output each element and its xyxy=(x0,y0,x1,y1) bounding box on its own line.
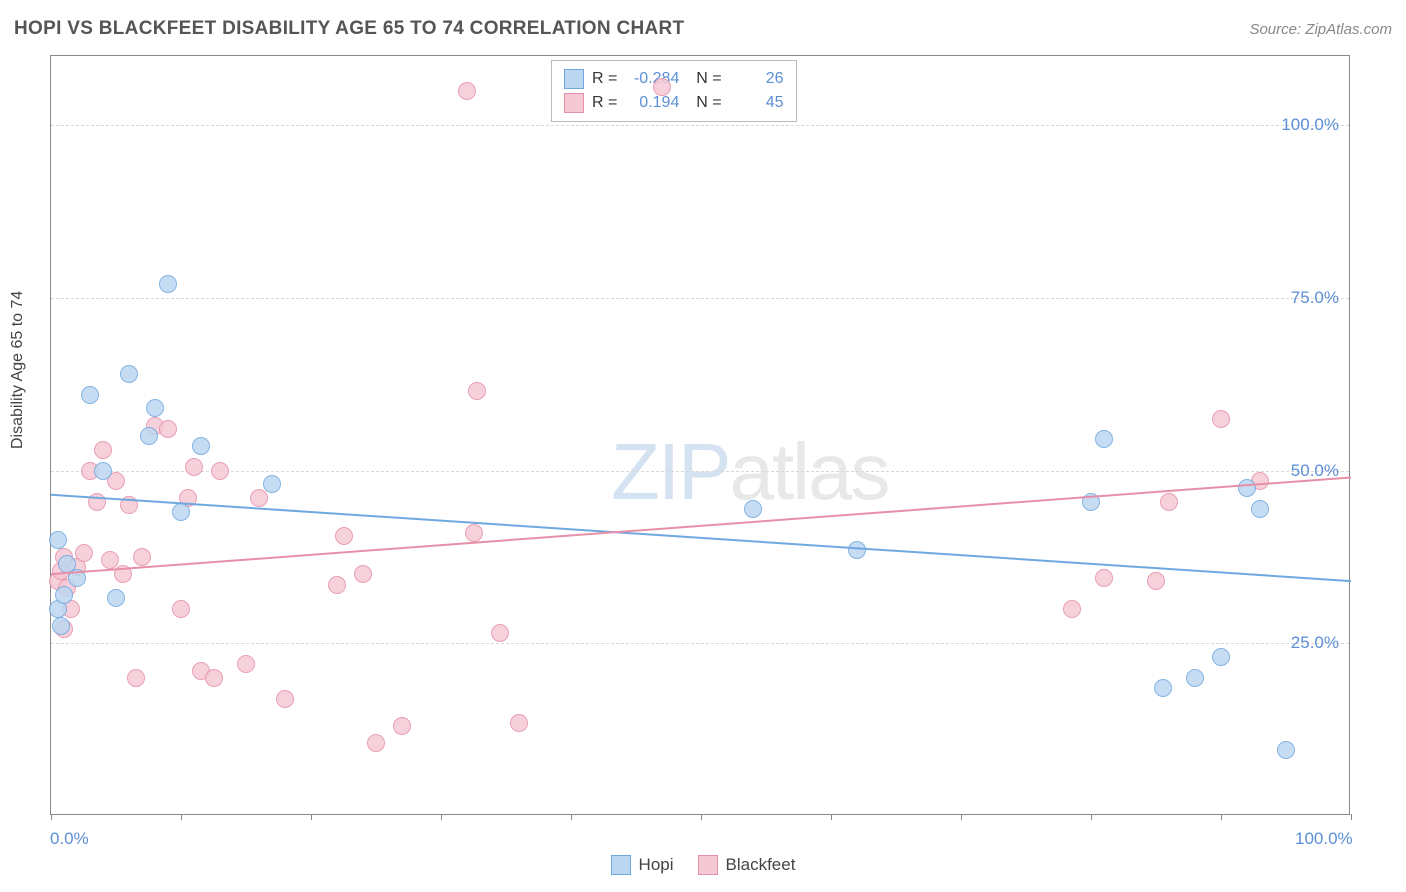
hopi-point xyxy=(52,617,70,635)
blackfeet-swatch xyxy=(564,93,584,113)
blackfeet-point xyxy=(1063,600,1081,618)
hopi-point xyxy=(1082,493,1100,511)
hopi-point xyxy=(1095,430,1113,448)
hopi-point xyxy=(159,275,177,293)
blackfeet-point xyxy=(1095,569,1113,587)
x-tick xyxy=(51,814,52,820)
gridline xyxy=(51,471,1349,472)
hopi-point xyxy=(55,586,73,604)
blackfeet-point xyxy=(114,565,132,583)
x-tick xyxy=(701,814,702,820)
x-tick xyxy=(1221,814,1222,820)
legend-item: Blackfeet xyxy=(698,855,796,875)
blackfeet-point xyxy=(159,420,177,438)
y-tick-label: 100.0% xyxy=(1281,115,1339,135)
hopi-point xyxy=(140,427,158,445)
hopi-point xyxy=(120,365,138,383)
blackfeet-point xyxy=(211,462,229,480)
blackfeet-point xyxy=(468,382,486,400)
legend-row-blackfeet: R = 0.194 N = 45 xyxy=(564,91,784,115)
blackfeet-point xyxy=(393,717,411,735)
x-tick xyxy=(961,814,962,820)
blackfeet-point xyxy=(354,565,372,583)
hopi-point xyxy=(1277,741,1295,759)
gridline xyxy=(51,298,1349,299)
source-label: Source: ZipAtlas.com xyxy=(1249,21,1392,38)
blackfeet-point xyxy=(465,524,483,542)
blackfeet-point xyxy=(75,544,93,562)
blackfeet-point xyxy=(367,734,385,752)
blackfeet-point xyxy=(94,441,112,459)
hopi-point xyxy=(146,399,164,417)
y-axis-label: Disability Age 65 to 74 xyxy=(9,291,27,449)
scatter-chart: ZIPatlas R = -0.284 N = 26 R = 0.194 N =… xyxy=(50,55,1350,815)
legend-label: Hopi xyxy=(639,855,674,875)
x-tick xyxy=(311,814,312,820)
hopi-trendline xyxy=(51,56,1351,816)
blackfeet-point xyxy=(335,527,353,545)
series-legend: Hopi Blackfeet xyxy=(0,855,1406,880)
blackfeet-trendline xyxy=(51,56,1351,816)
y-tick-label: 50.0% xyxy=(1291,461,1339,481)
legend-label: Blackfeet xyxy=(726,855,796,875)
legend-item: Hopi xyxy=(611,855,674,875)
hopi-point xyxy=(744,500,762,518)
hopi-point xyxy=(68,569,86,587)
x-tick-label: 0.0% xyxy=(50,829,89,849)
blackfeet-point xyxy=(185,458,203,476)
chart-title: HOPI VS BLACKFEET DISABILITY AGE 65 TO 7… xyxy=(14,18,684,40)
blackfeet-point xyxy=(120,496,138,514)
gridline xyxy=(51,643,1349,644)
x-tick xyxy=(1091,814,1092,820)
hopi-point xyxy=(81,386,99,404)
x-tick-label: 100.0% xyxy=(1295,829,1353,849)
legend-swatch xyxy=(698,855,718,875)
blackfeet-point xyxy=(1212,410,1230,428)
legend-swatch xyxy=(611,855,631,875)
hopi-swatch xyxy=(564,69,584,89)
blackfeet-point xyxy=(328,576,346,594)
hopi-point xyxy=(107,589,125,607)
blackfeet-point xyxy=(250,489,268,507)
hopi-point xyxy=(192,437,210,455)
blackfeet-point xyxy=(276,690,294,708)
blackfeet-point xyxy=(205,669,223,687)
hopi-point xyxy=(49,531,67,549)
blackfeet-point xyxy=(127,669,145,687)
hopi-point xyxy=(94,462,112,480)
hopi-point xyxy=(1238,479,1256,497)
blackfeet-point xyxy=(1160,493,1178,511)
hopi-point xyxy=(848,541,866,559)
blackfeet-point xyxy=(458,82,476,100)
hopi-point xyxy=(1212,648,1230,666)
x-tick xyxy=(181,814,182,820)
blackfeet-point xyxy=(491,624,509,642)
hopi-point xyxy=(1251,500,1269,518)
blackfeet-point xyxy=(653,78,671,96)
blackfeet-point xyxy=(133,548,151,566)
blackfeet-point xyxy=(88,493,106,511)
y-tick-label: 25.0% xyxy=(1291,633,1339,653)
blackfeet-point xyxy=(1147,572,1165,590)
hopi-point xyxy=(172,503,190,521)
x-tick xyxy=(1351,814,1352,820)
legend-row-hopi: R = -0.284 N = 26 xyxy=(564,67,784,91)
hopi-point xyxy=(1154,679,1172,697)
y-tick-label: 75.0% xyxy=(1291,288,1339,308)
x-tick xyxy=(571,814,572,820)
x-tick xyxy=(441,814,442,820)
x-tick xyxy=(831,814,832,820)
blackfeet-point xyxy=(510,714,528,732)
blackfeet-point xyxy=(172,600,190,618)
correlation-legend: R = -0.284 N = 26 R = 0.194 N = 45 xyxy=(551,60,797,122)
blackfeet-point xyxy=(237,655,255,673)
gridline xyxy=(51,125,1349,126)
hopi-point xyxy=(263,475,281,493)
hopi-point xyxy=(1186,669,1204,687)
